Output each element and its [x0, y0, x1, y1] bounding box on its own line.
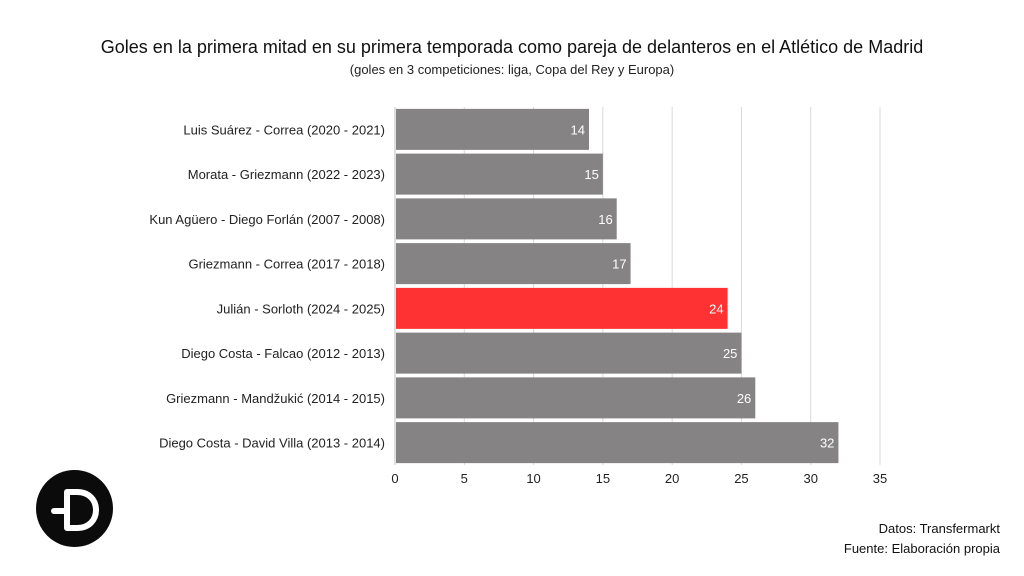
x-tick-label: 10: [526, 471, 540, 486]
bar: [396, 108, 589, 150]
source-origin: Fuente: Elaboración propia: [843, 541, 1000, 556]
bar: [396, 287, 728, 329]
logo-d-icon: [51, 489, 99, 531]
value-labels: 14 15 16 17 24 25 26 32: [571, 122, 835, 450]
data-label: 16: [598, 212, 612, 227]
bar: [396, 153, 603, 195]
source-data: Datos: Transfermarkt: [878, 521, 1000, 536]
bar: [396, 332, 742, 374]
bars: [396, 108, 839, 464]
data-label: 26: [737, 391, 751, 406]
data-label: 24: [709, 301, 723, 316]
data-label: 14: [571, 122, 585, 137]
x-tick-label: 30: [803, 471, 817, 486]
x-tick-label: 35: [873, 471, 887, 486]
category-label: Kun Agüero - Diego Forlán (2007 - 2008): [149, 212, 385, 227]
category-label: Diego Costa - David Villa (2013 - 2014): [159, 436, 385, 451]
chart-title: Goles en la primera mitad en su primera …: [100, 37, 924, 57]
category-label: Morata - Griezmann (2022 - 2023): [188, 167, 385, 182]
bar: [396, 377, 756, 419]
chart-subtitle: (goles en 3 competiciones: liga, Copa de…: [349, 62, 675, 77]
category-label: Julián - Sorloth (2024 - 2025): [217, 301, 385, 316]
category-label: Griezmann - Mandžukić (2014 - 2015): [166, 391, 385, 406]
bar: [396, 198, 617, 240]
bar: [396, 243, 631, 285]
data-label: 32: [820, 436, 834, 451]
bar: [396, 422, 839, 464]
x-tick-label: 15: [596, 471, 610, 486]
data-label: 17: [612, 257, 626, 272]
x-axis-ticks: 0 5 10 15 20 25 30 35: [391, 471, 887, 486]
data-label: 25: [723, 346, 737, 361]
category-label: Griezmann - Correa (2017 - 2018): [188, 257, 385, 272]
category-labels: Luis Suárez - Correa (2020 - 2021) Morata…: [149, 122, 385, 450]
category-label: Luis Suárez - Correa (2020 - 2021): [183, 122, 385, 137]
x-tick-label: 5: [461, 471, 468, 486]
category-label: Diego Costa - Falcao (2012 - 2013): [181, 346, 385, 361]
brand-logo: [36, 470, 113, 547]
x-tick-label: 0: [391, 471, 398, 486]
data-label: 15: [584, 167, 598, 182]
source-note: Datos: Transfermarkt Fuente: Elaboración…: [844, 519, 1000, 559]
x-tick-label: 25: [734, 471, 748, 486]
x-tick-label: 20: [665, 471, 679, 486]
